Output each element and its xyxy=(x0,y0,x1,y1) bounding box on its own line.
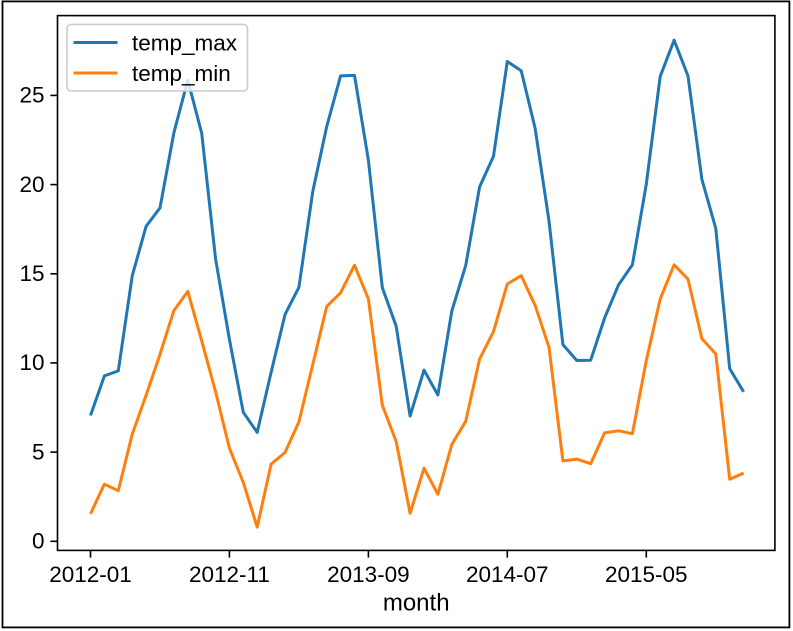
svg-text:5: 5 xyxy=(32,439,45,464)
svg-text:month: month xyxy=(383,589,450,616)
svg-text:10: 10 xyxy=(19,350,44,375)
svg-text:15: 15 xyxy=(19,261,44,286)
svg-text:temp_min: temp_min xyxy=(132,61,231,86)
svg-text:2012-11: 2012-11 xyxy=(189,562,270,587)
svg-text:20: 20 xyxy=(19,172,44,197)
svg-text:2014-07: 2014-07 xyxy=(466,562,549,587)
svg-text:temp_max: temp_max xyxy=(132,30,238,55)
svg-text:2012-01: 2012-01 xyxy=(49,562,132,587)
svg-text:2015-05: 2015-05 xyxy=(605,562,688,587)
svg-text:2013-09: 2013-09 xyxy=(327,562,410,587)
svg-text:0: 0 xyxy=(32,529,45,554)
svg-text:25: 25 xyxy=(19,83,44,108)
